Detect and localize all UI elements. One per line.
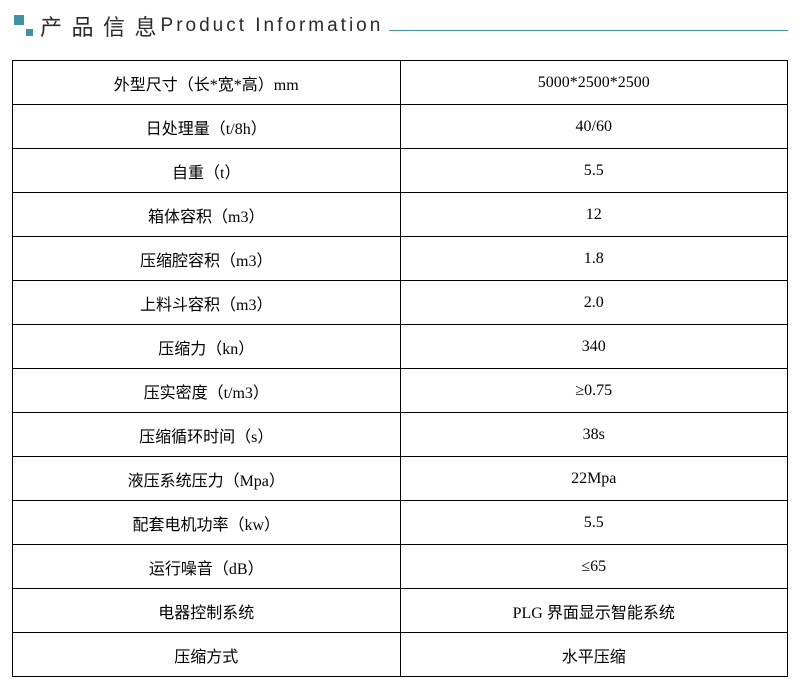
table-row: 压缩腔容积（m3） 1.8 bbox=[13, 237, 788, 281]
spec-label: 压实密度（t/m3） bbox=[13, 369, 401, 413]
table-row: 上料斗容积（m3） 2.0 bbox=[13, 281, 788, 325]
spec-label: 液压系统压力（Mpa） bbox=[13, 457, 401, 501]
header-title-en: Product Information bbox=[161, 15, 384, 37]
spec-value: 12 bbox=[400, 193, 788, 237]
spec-value: 5.5 bbox=[400, 501, 788, 545]
spec-label: 运行噪音（dB） bbox=[13, 545, 401, 589]
spec-value: 2.0 bbox=[400, 281, 788, 325]
spec-label: 压缩方式 bbox=[13, 633, 401, 677]
header-underline bbox=[389, 30, 788, 31]
header-title-cn: 产 品 信 息 bbox=[40, 10, 159, 42]
spec-value: 5.5 bbox=[400, 149, 788, 193]
spec-value: PLG 界面显示智能系统 bbox=[400, 589, 788, 633]
spec-value: 340 bbox=[400, 325, 788, 369]
spec-label: 电器控制系统 bbox=[13, 589, 401, 633]
table-row: 箱体容积（m3） 12 bbox=[13, 193, 788, 237]
product-spec-table: 外型尺寸（长*宽*高）mm 5000*2500*2500 日处理量（t/8h） … bbox=[12, 60, 788, 677]
table-row: 液压系统压力（Mpa） 22Mpa bbox=[13, 457, 788, 501]
table-row: 压缩方式 水平压缩 bbox=[13, 633, 788, 677]
section-header: 产 品 信 息 Product Information bbox=[12, 10, 788, 42]
spec-value: 水平压缩 bbox=[400, 633, 788, 677]
spec-label: 压缩循环时间（s） bbox=[13, 413, 401, 457]
spec-label: 自重（t） bbox=[13, 149, 401, 193]
table-row: 压实密度（t/m3） ≥0.75 bbox=[13, 369, 788, 413]
spec-value: ≤65 bbox=[400, 545, 788, 589]
spec-label: 日处理量（t/8h） bbox=[13, 105, 401, 149]
table-row: 运行噪音（dB） ≤65 bbox=[13, 545, 788, 589]
spec-table-body: 外型尺寸（长*宽*高）mm 5000*2500*2500 日处理量（t/8h） … bbox=[13, 61, 788, 677]
table-row: 配套电机功率（kw） 5.5 bbox=[13, 501, 788, 545]
spec-label: 箱体容积（m3） bbox=[13, 193, 401, 237]
spec-value: ≥0.75 bbox=[400, 369, 788, 413]
spec-label: 外型尺寸（长*宽*高）mm bbox=[13, 61, 401, 105]
spec-value: 1.8 bbox=[400, 237, 788, 281]
table-row: 压缩循环时间（s） 38s bbox=[13, 413, 788, 457]
table-row: 自重（t） 5.5 bbox=[13, 149, 788, 193]
table-row: 外型尺寸（长*宽*高）mm 5000*2500*2500 bbox=[13, 61, 788, 105]
spec-value: 5000*2500*2500 bbox=[400, 61, 788, 105]
table-row: 日处理量（t/8h） 40/60 bbox=[13, 105, 788, 149]
spec-label: 上料斗容积（m3） bbox=[13, 281, 401, 325]
spec-value: 38s bbox=[400, 413, 788, 457]
spec-value: 22Mpa bbox=[400, 457, 788, 501]
table-row: 压缩力（kn） 340 bbox=[13, 325, 788, 369]
spec-label: 配套电机功率（kw） bbox=[13, 501, 401, 545]
spec-label: 压缩力（kn） bbox=[13, 325, 401, 369]
table-row: 电器控制系统 PLG 界面显示智能系统 bbox=[13, 589, 788, 633]
spec-label: 压缩腔容积（m3） bbox=[13, 237, 401, 281]
header-decoration-icon bbox=[12, 13, 32, 39]
spec-value: 40/60 bbox=[400, 105, 788, 149]
